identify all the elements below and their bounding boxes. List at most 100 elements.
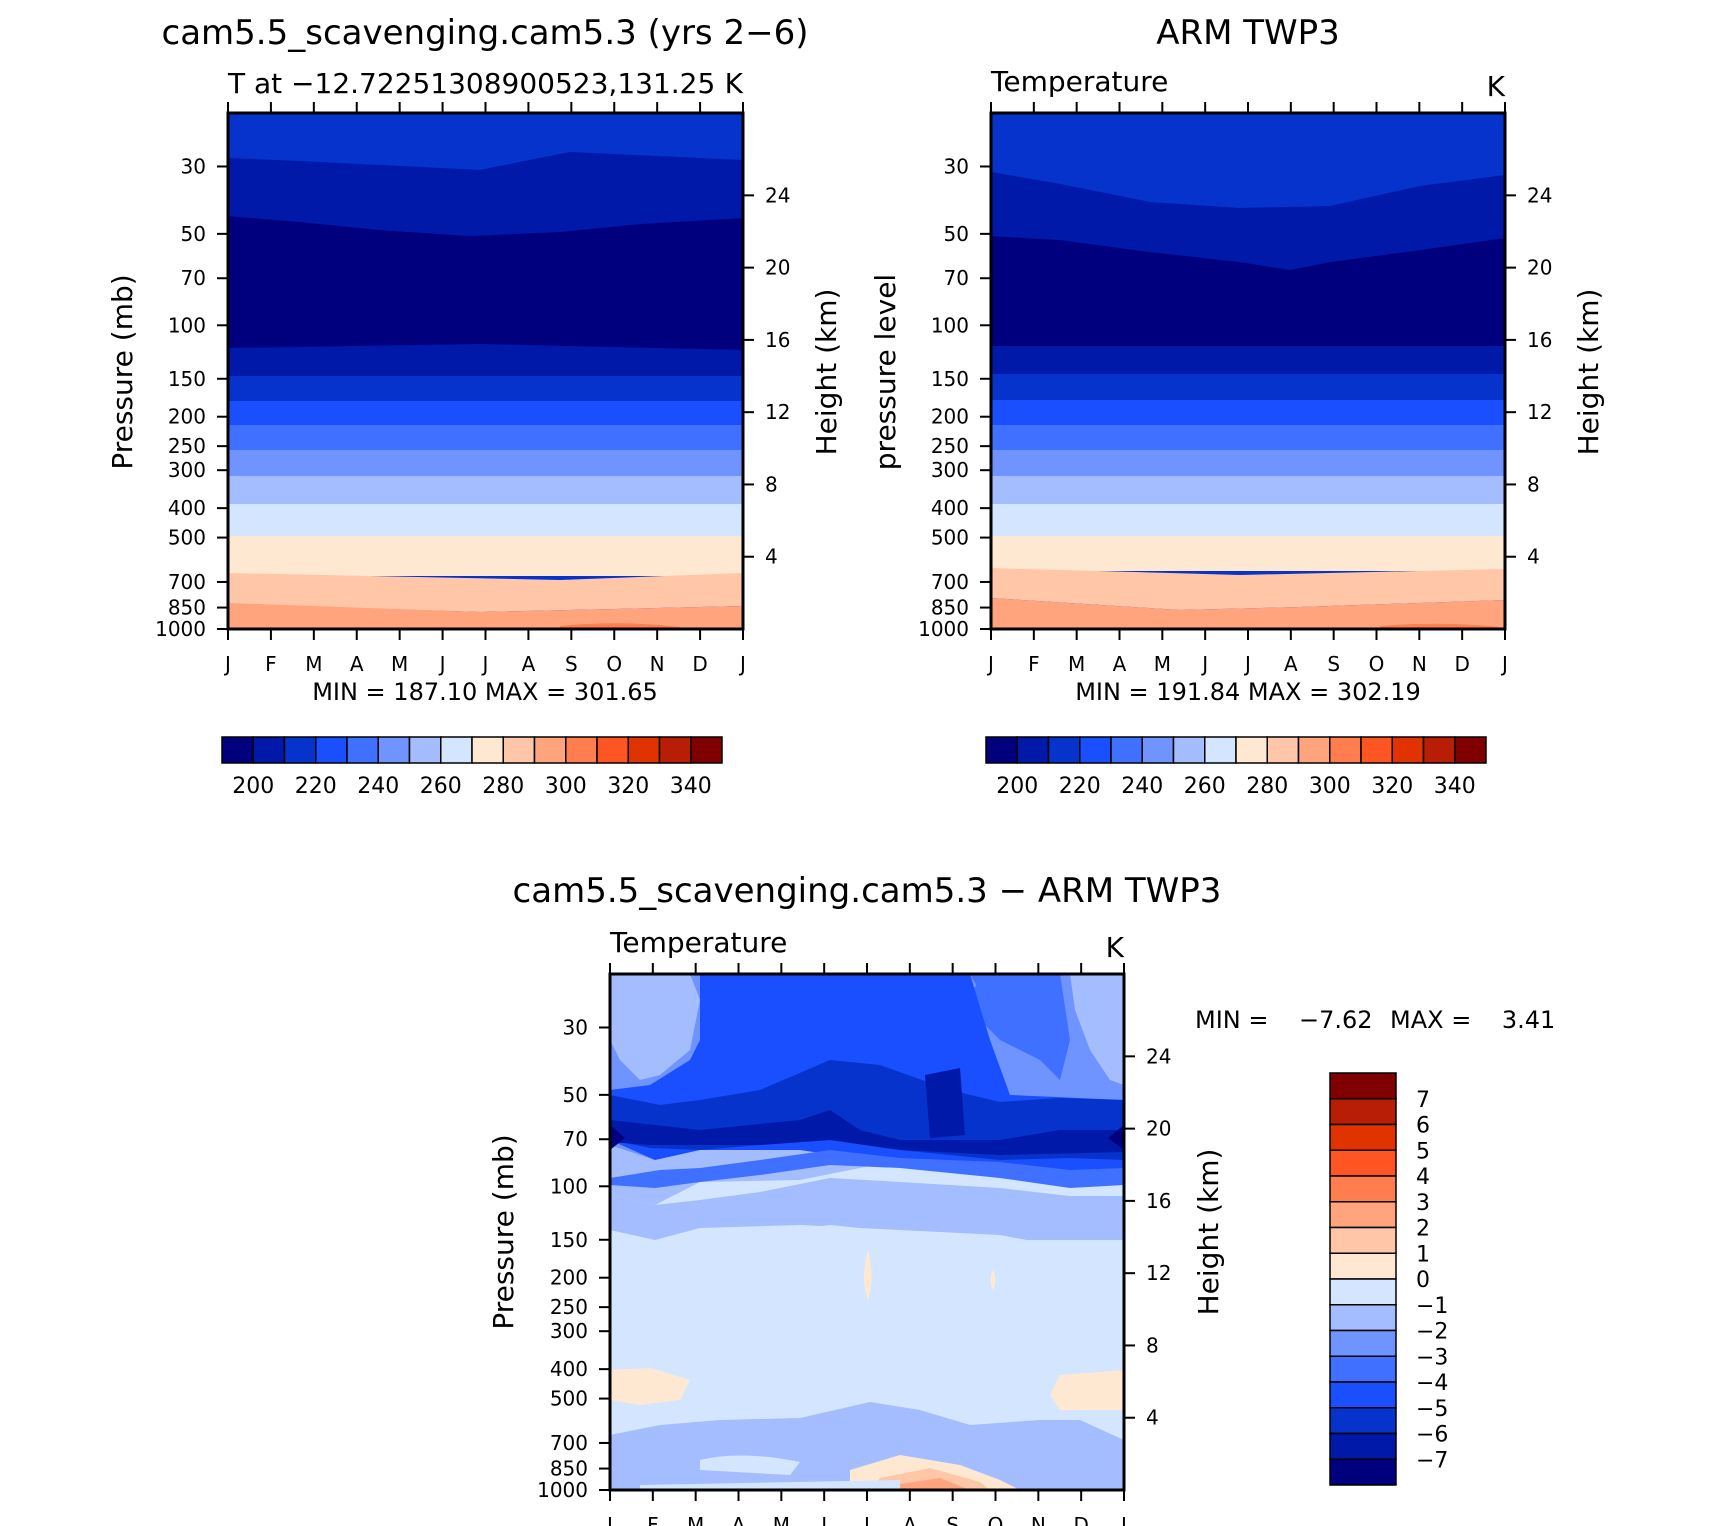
obs-colorbar-swatch <box>1204 736 1237 764</box>
diff-patch-jan-m1 <box>610 974 700 1080</box>
model-band-480mb <box>228 504 743 538</box>
diff-colorbar-swatch <box>1329 1304 1397 1332</box>
model-colorbar-swatch <box>658 736 692 764</box>
model-colorbar-swatch <box>408 736 442 764</box>
diff-title: cam5.5_scavenging.cam5.3 − ARM TWP3 <box>513 871 1222 911</box>
diff-ytick-label: 300 <box>550 1319 588 1343</box>
obs-ytick-label: 700 <box>931 570 969 594</box>
model-subtitle: T at −12.72251308900523,131.25 <box>227 67 715 100</box>
model-band-750mb <box>228 573 743 612</box>
diff-xtick-label: N <box>1031 1513 1046 1526</box>
obs-xtick-label: F <box>1028 652 1040 676</box>
diff-xtick-label: D <box>1073 1513 1088 1526</box>
model-colorbar: 200 220 240 260 280 300 320 340 <box>221 736 723 799</box>
obs-xtick-label: O <box>1369 652 1385 676</box>
obs-band-900mb <box>991 598 1505 629</box>
obs-band-420mb <box>991 476 1505 506</box>
model-ylabel: Pressure (mb) <box>106 274 139 469</box>
obs-ytick-label: 100 <box>931 313 969 337</box>
obs-xtick-label: J <box>1200 652 1208 676</box>
obs-xtick-label: M <box>1154 652 1171 676</box>
model-ytick-label: 50 <box>181 222 206 246</box>
diff-colorbar-label: −6 <box>1416 1423 1448 1448</box>
obs-colorbar-swatch <box>1235 736 1268 764</box>
obs-y2tick-label: 8 <box>1527 472 1540 496</box>
model-ytick-label: 300 <box>168 458 206 482</box>
model-colorbar-swatch <box>315 736 348 764</box>
model-colorbar-swatch <box>502 736 536 764</box>
diff-colorbar-swatch <box>1329 1123 1397 1151</box>
diff-y2tick-label: 24 <box>1146 1044 1171 1068</box>
model-ytick-label: 150 <box>168 367 206 391</box>
diff-y2tick-label: 12 <box>1146 1261 1171 1285</box>
model-colorbar-label: 220 <box>295 774 337 799</box>
obs-colorbar-label: 340 <box>1434 774 1476 799</box>
obs-colorbar-swatch <box>1172 736 1206 764</box>
diff-xtick-label: J <box>1119 1513 1127 1526</box>
diff-colorbar-swatch <box>1329 1278 1397 1306</box>
diff-xtick-label: A <box>732 1513 746 1526</box>
diff-xtick-label: J <box>862 1513 870 1526</box>
model-y2tick-label: 4 <box>765 545 778 569</box>
diff-xtick-label: F <box>647 1513 659 1526</box>
obs-colorbar-swatch <box>1360 736 1393 764</box>
obs-band-260mb <box>991 425 1505 452</box>
model-ytick-label: 850 <box>168 596 206 620</box>
diff-colorbar-swatch <box>1329 1226 1397 1254</box>
obs-ytick-label: 50 <box>944 222 969 246</box>
obs-colorbar-swatch <box>1016 736 1050 764</box>
model-y2tick-label: 24 <box>765 183 790 207</box>
obs-xtick-label: J <box>1500 652 1508 676</box>
obs-xtick-label: A <box>1113 652 1127 676</box>
obs-colorbar-swatch <box>1422 736 1456 764</box>
diff-colorbar-label: 4 <box>1416 1165 1430 1190</box>
diff-xtick-label: M <box>687 1513 704 1526</box>
diff-y2tick-label: 8 <box>1146 1333 1159 1357</box>
diff-colorbar-swatch <box>1329 1355 1397 1383</box>
diff-y2tick-label: 16 <box>1146 1189 1171 1213</box>
obs-ytick-label: 300 <box>931 458 969 482</box>
obs-colorbar-swatch <box>1047 736 1081 764</box>
diff-y2tick-label: 4 <box>1146 1406 1159 1430</box>
diff-xtick-label: J <box>605 1513 613 1526</box>
obs-ytick-label: 30 <box>944 154 969 178</box>
model-colorbar-label: 260 <box>420 774 462 799</box>
diff-y2tick-label: 20 <box>1146 1117 1171 1141</box>
model-band-150mb <box>228 344 743 378</box>
model-y2tick-label: 16 <box>765 328 790 352</box>
obs-ytick-label: 70 <box>944 266 969 290</box>
obs-y2tick-label: 24 <box>1527 183 1552 207</box>
obs-xtick-label: S <box>1327 652 1340 676</box>
model-colorbar-label: 300 <box>545 774 587 799</box>
obs-band-750mb <box>991 568 1505 610</box>
model-xtick-label: M <box>305 652 322 676</box>
model-xtick-label: O <box>606 652 622 676</box>
obs-colorbar-label: 300 <box>1309 774 1351 799</box>
diff-colorbar-label: −1 <box>1416 1294 1448 1319</box>
obs-ytick-label: 200 <box>931 405 969 429</box>
diff-colorbar-label: 7 <box>1416 1088 1430 1113</box>
model-colorbar-swatch <box>471 736 504 764</box>
diff-colorbar-label: 2 <box>1416 1217 1430 1242</box>
diff-patch-jan-lower-pos <box>610 1368 690 1405</box>
diff-colorbar-swatch <box>1329 1432 1397 1460</box>
model-band-tropopause <box>228 216 743 350</box>
model-contour-field <box>228 113 743 629</box>
diff-ylabel: Pressure (mb) <box>487 1134 520 1329</box>
model-colorbar-label: 240 <box>357 774 399 799</box>
colorbar-layer: 200 220 240 260 280 300 320 340 200 220 240 260 280 3… <box>221 736 1487 1486</box>
model-band-260mb <box>228 425 743 452</box>
diff-colorbar-swatch <box>1329 1329 1397 1357</box>
diff-colorbar-swatch <box>1329 1149 1397 1177</box>
model-y2tick-label: 20 <box>765 256 790 280</box>
obs-colorbar-label: 200 <box>996 774 1038 799</box>
obs-band-480mb <box>991 504 1505 538</box>
obs-colorbar-label: 220 <box>1059 774 1101 799</box>
model-y2tick-label: 12 <box>765 400 790 424</box>
obs-band-330mb <box>991 450 1505 478</box>
diff-band-m3-lower <box>610 1150 1124 1188</box>
model-colorbar-swatch <box>346 736 379 764</box>
model-panel: cam5.5_scavenging.cam5.3 (yrs 2−6) T at … <box>162 13 808 629</box>
